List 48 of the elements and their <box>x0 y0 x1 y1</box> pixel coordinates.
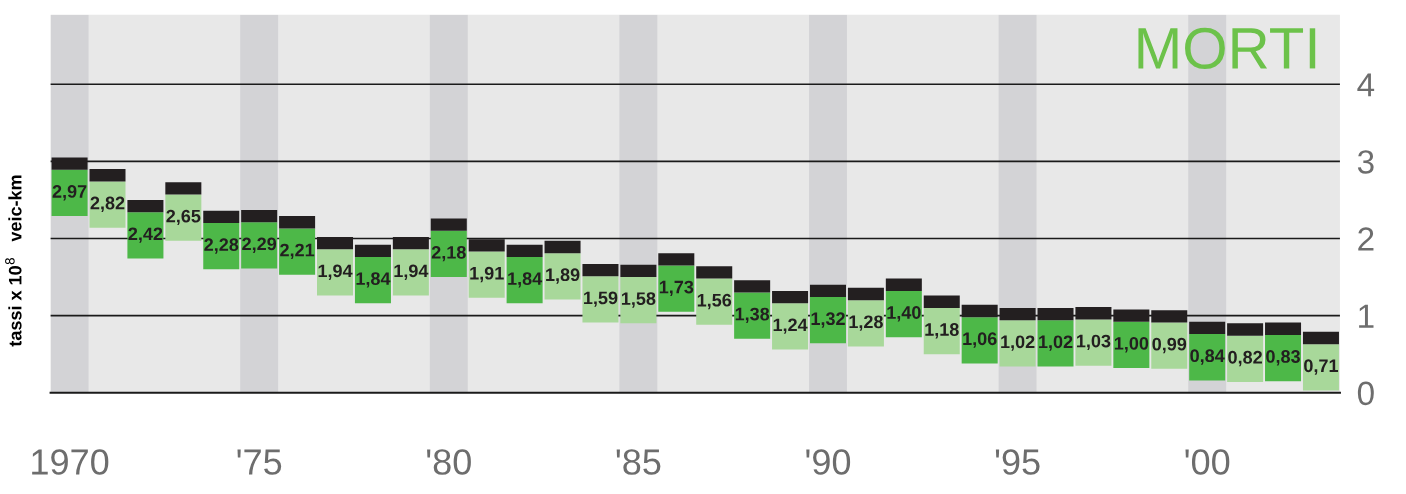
x-tick-label: '80 <box>427 449 471 475</box>
data-label: 1,59 <box>584 291 618 307</box>
data-label: 1,18 <box>925 323 959 339</box>
text: tassi x 10$^{8}$ veic-km <box>5 175 22 347</box>
data-label: 1,28 <box>849 315 883 331</box>
data-label: 2,82 <box>90 196 125 213</box>
data-label: 2,28 <box>204 238 239 254</box>
data-label: 1,84 <box>356 272 391 288</box>
data-label: 1,94 <box>318 264 353 280</box>
data-label: 0,83 <box>1266 350 1300 366</box>
data-label: 1,73 <box>659 280 694 297</box>
y-tick-label: 1 <box>1359 304 1374 328</box>
x-tick-label: '00 <box>1185 449 1230 475</box>
y-tick-label: 0 <box>1357 381 1374 406</box>
data-label: 2,97 <box>52 185 87 201</box>
x-tick-label: 1970 <box>32 449 109 475</box>
data-label: 0,71 <box>1304 359 1339 375</box>
x-tick-label: '95 <box>995 449 1040 475</box>
data-label: 1,94 <box>394 264 429 280</box>
data-label: 1,58 <box>621 292 656 308</box>
x-tick-label: '90 <box>806 449 851 475</box>
y-tick-label: 2 <box>1358 227 1374 251</box>
data-label: 2,21 <box>280 243 315 260</box>
y-tick-label: 3 <box>1357 150 1374 174</box>
data-label: 2,42 <box>128 227 163 243</box>
data-label: 2,18 <box>431 245 466 262</box>
data-label: 2,29 <box>242 237 277 253</box>
data-label: 1,02 <box>1039 335 1073 351</box>
data-label: 1,89 <box>546 268 580 284</box>
chart-title: MORTI <box>1138 27 1316 69</box>
data-label: 1,40 <box>887 306 921 322</box>
x-tick-label: '75 <box>237 449 282 475</box>
data-label: 1,84 <box>508 272 543 288</box>
data-label: 1,06 <box>963 332 997 348</box>
data-label: 1,02 <box>1001 335 1035 351</box>
data-label: 0,82 <box>1228 350 1262 367</box>
data-label: 1,91 <box>470 266 504 283</box>
x-tick-label: '85 <box>616 449 661 475</box>
data-label: 1,03 <box>1077 334 1111 351</box>
data-label: 0,84 <box>1190 349 1225 365</box>
data-label: 1,32 <box>811 312 845 328</box>
data-label: 1,00 <box>1114 336 1149 353</box>
data-label: 2,65 <box>166 209 201 226</box>
y-tick-label: 4 <box>1357 73 1375 97</box>
data-label: 1,56 <box>697 293 732 310</box>
data-label: 0,99 <box>1152 337 1187 354</box>
data-label: 1,24 <box>773 318 808 334</box>
data-label: 1,38 <box>735 307 770 324</box>
